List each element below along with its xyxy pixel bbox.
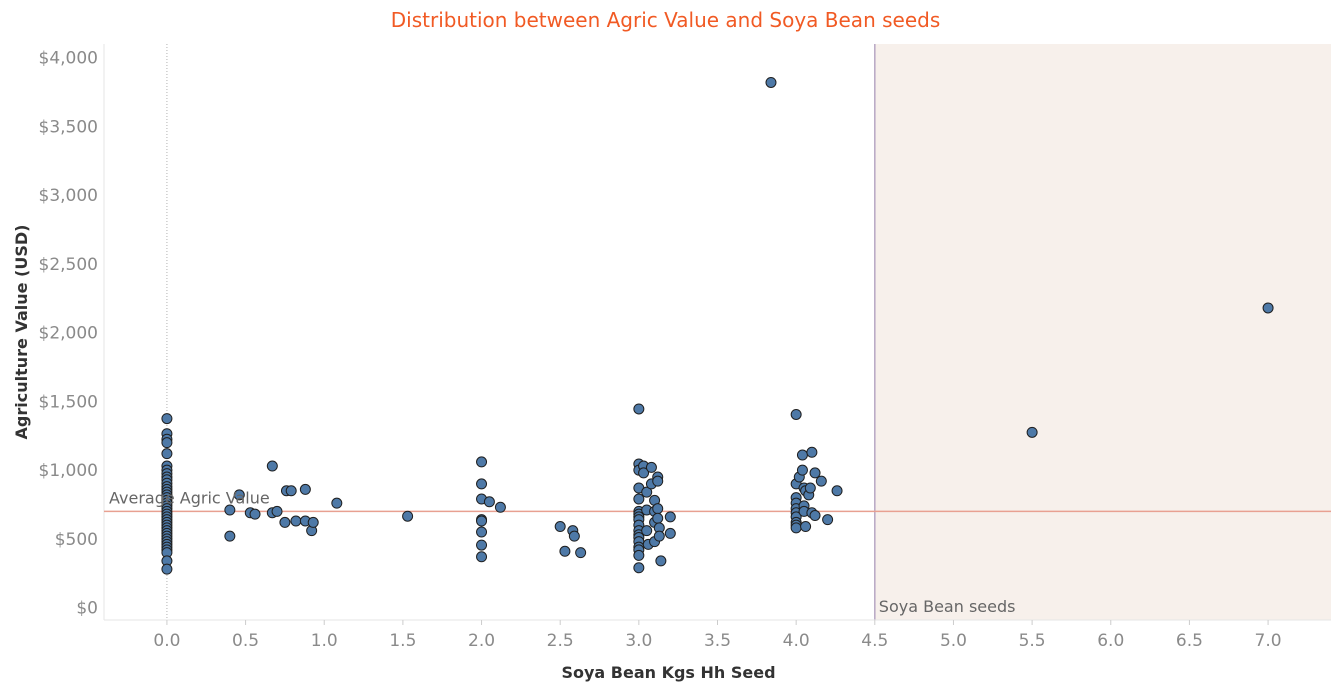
y-axis-title: Agriculture Value (USD) xyxy=(12,225,31,440)
data-point xyxy=(233,489,245,501)
data-point xyxy=(331,497,343,509)
data-point xyxy=(575,547,587,559)
y-tick-label: $0 xyxy=(76,599,98,619)
label-layer: Soya Bean Kgs Hh Seed Agriculture Value (… xyxy=(12,225,1015,682)
y-tick-label: $1,000 xyxy=(39,461,98,481)
data-point xyxy=(271,505,283,517)
x-tick-label: 6.5 xyxy=(1176,631,1203,651)
y-tick-label: $1,500 xyxy=(39,392,98,412)
data-point xyxy=(161,413,173,425)
data-point xyxy=(1026,426,1038,438)
data-point xyxy=(633,562,645,574)
data-point xyxy=(285,485,297,497)
x-tick-label: 3.0 xyxy=(625,631,652,651)
x-tick-label: 0.5 xyxy=(232,631,259,651)
points-layer xyxy=(161,76,1274,575)
data-point xyxy=(790,522,802,534)
data-point xyxy=(266,460,278,472)
data-point xyxy=(476,478,488,490)
reference-band xyxy=(874,44,1331,620)
data-point xyxy=(806,446,818,458)
data-point xyxy=(664,527,676,539)
data-point xyxy=(249,508,261,520)
data-point xyxy=(653,530,665,542)
data-point xyxy=(161,563,173,575)
y-tick-label: $2,000 xyxy=(39,324,98,344)
data-point xyxy=(161,437,173,449)
reference-band-label: Soya Bean seeds xyxy=(879,597,1016,616)
x-tick-label: 4.5 xyxy=(861,631,888,651)
data-point xyxy=(483,496,495,508)
data-point xyxy=(796,449,808,461)
y-tick-label: $500 xyxy=(55,530,98,550)
data-point xyxy=(831,485,843,497)
x-tick-label: 3.5 xyxy=(704,631,731,651)
y-tick-label: $3,000 xyxy=(39,186,98,206)
data-point xyxy=(494,501,506,513)
data-point xyxy=(790,408,802,420)
data-point xyxy=(822,514,834,526)
data-point xyxy=(652,503,664,515)
y-tick-label: $3,500 xyxy=(39,117,98,137)
data-point xyxy=(279,516,291,528)
data-point xyxy=(641,486,653,498)
data-point xyxy=(476,456,488,468)
data-point xyxy=(765,76,777,88)
average-reference-label: Average Agric Value xyxy=(109,488,270,507)
data-point xyxy=(554,521,566,533)
data-point xyxy=(804,482,816,494)
x-tick-label: 5.5 xyxy=(1019,631,1046,651)
y-tick-label: $4,000 xyxy=(39,49,98,69)
x-tick-label: 2.5 xyxy=(547,631,574,651)
x-tick-label: 0.0 xyxy=(153,631,180,651)
reference-band-layer xyxy=(874,44,1331,620)
data-point xyxy=(307,516,319,528)
x-tick-label: 1.0 xyxy=(311,631,338,651)
x-axis-title: Soya Bean Kgs Hh Seed xyxy=(561,663,775,682)
data-point xyxy=(1262,302,1274,314)
data-point xyxy=(796,464,808,476)
x-tick-label: 2.0 xyxy=(468,631,495,651)
data-point xyxy=(559,545,571,557)
data-point xyxy=(655,555,667,567)
y-tick-label: $2,500 xyxy=(39,255,98,275)
axis-layer: 0.0 0.5 1.0 1.5 2.0 2.5 3.0 3.5 4.0 4.5 5.0 5.5 6.0 6… xyxy=(39,44,1331,651)
data-point xyxy=(299,483,311,495)
data-point xyxy=(476,539,488,551)
data-point xyxy=(809,467,821,479)
data-point xyxy=(809,510,821,522)
data-point xyxy=(476,526,488,538)
data-point xyxy=(224,504,236,516)
data-point xyxy=(633,403,645,415)
data-point xyxy=(664,511,676,523)
data-point xyxy=(638,467,650,479)
data-point xyxy=(476,515,488,527)
data-point xyxy=(290,515,302,527)
data-point xyxy=(815,475,827,487)
data-point xyxy=(652,475,664,487)
data-point xyxy=(633,549,645,561)
data-point xyxy=(652,512,664,524)
data-point xyxy=(633,493,645,505)
data-point xyxy=(161,448,173,460)
x-tick-label: 7.0 xyxy=(1255,631,1282,651)
x-tick-label: 1.5 xyxy=(389,631,416,651)
data-point xyxy=(224,530,236,542)
data-point xyxy=(568,530,580,542)
data-point xyxy=(402,510,414,522)
data-point xyxy=(476,551,488,563)
data-point xyxy=(800,521,812,533)
x-tick-label: 6.0 xyxy=(1097,631,1124,651)
data-point xyxy=(641,525,653,537)
x-tick-label: 4.0 xyxy=(783,631,810,651)
data-point xyxy=(645,461,657,473)
x-tick-label: 5.0 xyxy=(940,631,967,651)
chart-title: Distribution between Agric Value and Soy… xyxy=(390,8,941,32)
